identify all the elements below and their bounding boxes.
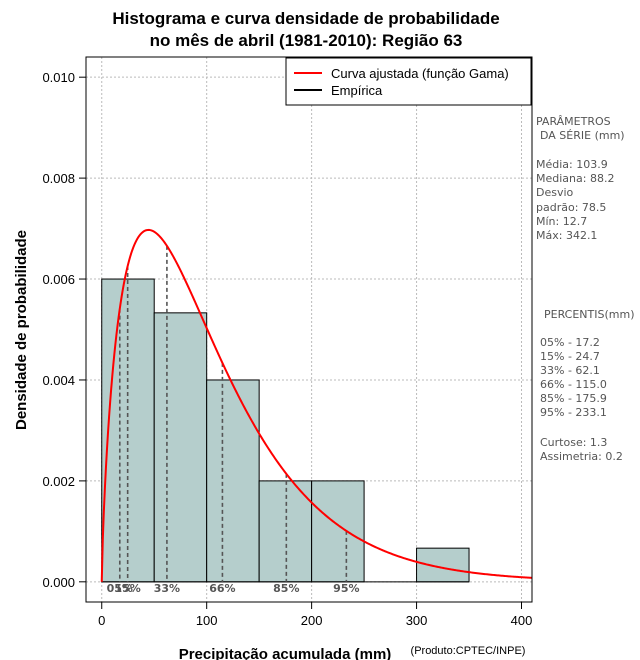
x-tick-label: 400 — [511, 613, 533, 628]
legend: Curva ajustada (função Gama) Empírica — [285, 57, 532, 106]
histogram-bars — [101, 278, 470, 583]
x-tick-label: 300 — [406, 613, 428, 628]
plot-frame — [85, 56, 533, 603]
gamma-curve — [100, 228, 533, 582]
param-line: Média: 103.9 — [536, 158, 608, 171]
histogram-bar — [311, 480, 365, 583]
percentile-label: 95% — [333, 582, 359, 595]
percentile-line: 33% - 62.1 — [540, 364, 600, 377]
legend-box — [285, 57, 532, 106]
y-tick-label: 0.008 — [42, 171, 75, 186]
y-tick-label: 0.000 — [42, 575, 75, 590]
y-tick-label: 0.004 — [42, 373, 75, 388]
histogram-bar — [258, 480, 313, 583]
y-axis-ticks: 0.000 0.002 0.004 0.006 0.008 0.010 — [42, 70, 86, 590]
y-tick-label: 0.002 — [42, 474, 75, 489]
chart-title-line1: Histograma e curva densidade de probabil… — [112, 9, 499, 28]
percentiles-title: PERCENTIS(mm) — [544, 308, 635, 321]
param-line: Desvio — [536, 186, 574, 199]
histogram-bar — [416, 547, 470, 583]
percentile-label: 85% — [273, 582, 299, 595]
credit-text: (Produto:CPTEC/INPE) — [411, 645, 526, 657]
percentile-label: 33% — [154, 582, 180, 595]
histogram-bar — [206, 379, 260, 583]
x-axis-ticks: 0 100 200 300 400 — [98, 602, 532, 628]
param-line: Mediana: 88.2 — [536, 172, 614, 185]
percentile-line: 85% - 175.9 — [540, 392, 607, 405]
percentile-line: 66% - 115.0 — [540, 378, 607, 391]
param-line: Mín: 12.7 — [536, 215, 587, 228]
x-tick-label: 100 — [196, 613, 218, 628]
percentile-label: 15% — [114, 582, 140, 595]
percentile-label: 66% — [209, 582, 235, 595]
params-title-2: DA SÉRIE (mm) — [540, 129, 625, 142]
legend-label-empirical: Empírica — [331, 83, 383, 98]
y-axis-label: Densidade de probabilidade — [13, 230, 30, 430]
percentile-line: 95% - 233.1 — [540, 406, 607, 419]
y-tick-label: 0.010 — [42, 70, 75, 85]
chart-title-line2: no mês de abril (1981-2010): Região 63 — [150, 31, 463, 50]
percentile-label: 05% — [107, 582, 133, 595]
stat-line: Curtose: 1.3 — [540, 436, 607, 449]
x-tick-label: 200 — [301, 613, 323, 628]
stat-line: Assimetria: 0.2 — [540, 450, 623, 463]
x-tick-label: 0 — [98, 613, 105, 628]
percentile-line: 05% - 17.2 — [540, 336, 600, 349]
x-axis-label: Precipitação acumulada (mm) — [179, 646, 392, 660]
legend-label-fitted: Curva ajustada (função Gama) — [331, 66, 509, 81]
param-line: Máx: 342.1 — [536, 229, 597, 242]
percentile-labels: 05%15% 33% 66% 85% 95% — [107, 582, 360, 595]
y-tick-label: 0.006 — [42, 272, 75, 287]
percentile-lines — [118, 245, 348, 582]
side-panel: PARÂMETROS DA SÉRIE (mm) Média: 103.9 Me… — [536, 115, 635, 463]
params-title-1: PARÂMETROS — [536, 115, 611, 128]
param-line: padrão: 78.5 — [536, 201, 606, 214]
histogram-bar — [153, 312, 208, 583]
percentile-line: 15% - 24.7 — [540, 350, 600, 363]
